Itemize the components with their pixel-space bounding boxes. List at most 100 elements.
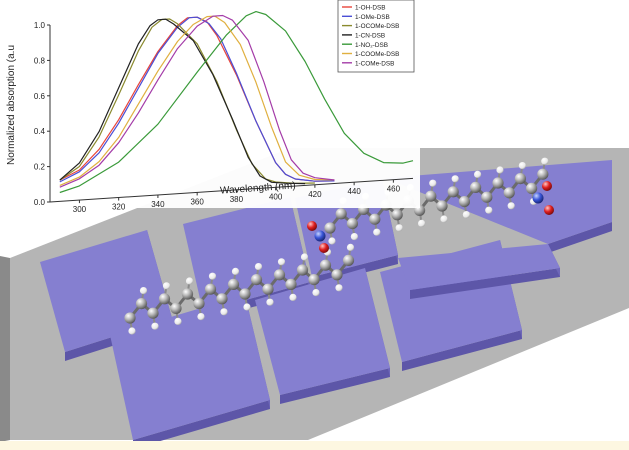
carbon-atom	[537, 168, 549, 180]
hydrogen-atom	[231, 267, 240, 275]
hydrogen-atom	[174, 317, 182, 325]
hydrogen-atom	[350, 233, 358, 241]
carbon-atom	[239, 288, 251, 300]
pad-side	[133, 400, 270, 449]
carbon-atom	[470, 181, 482, 193]
pad-side	[402, 330, 522, 371]
carbon-atom	[503, 187, 515, 199]
hydrogen-atom	[346, 243, 355, 251]
oxygen-atom	[544, 205, 554, 215]
x-tick-label: 340	[151, 200, 165, 209]
carbon-atom	[331, 269, 343, 281]
carbon-atom	[526, 182, 538, 194]
electrode-pad	[183, 197, 310, 312]
x-tick-label: 360	[190, 197, 204, 206]
x-tick-label: 440	[347, 187, 361, 196]
x-tick-label: 460	[387, 185, 401, 194]
x-tick-label: 300	[73, 205, 87, 214]
hydrogen-atom	[429, 179, 437, 187]
hydrogen-atom	[266, 298, 274, 306]
molecules	[124, 157, 554, 335]
electrode-pad	[40, 230, 172, 352]
legend-entry: 1-CN-DSB	[355, 33, 385, 40]
substrate-edge	[0, 256, 10, 442]
legend-box	[337, 0, 415, 73]
hydrogen-atom	[485, 206, 493, 214]
carbon-atom	[216, 293, 228, 305]
series-line	[59, 15, 335, 186]
hydrogen-atom	[440, 215, 448, 223]
electrode-pad	[385, 160, 612, 244]
y-axis-label: Normalized absorption (a.u	[6, 45, 17, 165]
y-tick-label: 0.8	[34, 56, 46, 65]
pad-side	[280, 368, 390, 404]
hydrogen-atom	[139, 287, 148, 295]
y-tick-label: 1.0	[34, 21, 46, 30]
carbon-atom	[170, 302, 182, 314]
hydrogen-atom	[289, 293, 297, 301]
hydrogen-atom	[220, 308, 228, 316]
hydrogen-atom	[507, 202, 515, 210]
hydrogen-atom	[462, 211, 470, 219]
series-line	[59, 14, 335, 188]
carbon-atom	[342, 254, 355, 266]
y-tick-label: 0.6	[34, 92, 46, 101]
legend-entry: 1-OH-DSB	[355, 5, 386, 12]
series-line	[59, 11, 414, 194]
carbon-atom	[447, 186, 459, 198]
electrode-pad	[255, 268, 390, 395]
x-tick-label: 380	[230, 195, 244, 204]
hydrogen-atom	[312, 289, 320, 297]
nitrogen-atom	[532, 192, 544, 204]
oxygen-atom	[542, 181, 552, 191]
carbon-atom	[436, 200, 448, 212]
carbon-atom	[346, 218, 358, 230]
carbon-atom	[324, 222, 336, 234]
legend-entry: 1-NO₂-DSB	[355, 42, 388, 49]
x-tick-label: 320	[112, 203, 126, 212]
carbon-atom	[147, 307, 159, 319]
carbon-atom	[308, 274, 320, 286]
absorption-chart: 300 320 340 360 380 400 420 440 460 0.0 0.2 0.4 0.6 0…	[6, 0, 420, 214]
carbon-atom	[369, 213, 381, 225]
hydrogen-atom	[162, 282, 171, 290]
carbon-atom	[514, 173, 527, 185]
hydrogen-atom	[328, 237, 336, 245]
carbon-atom	[335, 208, 347, 220]
oxygen-atom	[307, 221, 317, 231]
hydrogen-atom	[254, 263, 263, 271]
series-line	[59, 16, 335, 183]
x-tick-label: 420	[308, 190, 322, 199]
carbon-atom	[124, 312, 136, 324]
legend-entry: 1-OMe-DSB	[355, 14, 390, 21]
legend-entry: 1-COOMe-DSB	[355, 51, 399, 58]
electrode-pad	[398, 244, 560, 290]
carbon-atom	[296, 264, 309, 276]
x-axis-line	[49, 177, 414, 203]
carbon-atom	[273, 269, 286, 281]
hydrogen-atom	[151, 322, 159, 330]
carbon-atom	[262, 283, 274, 295]
carbon-atom	[181, 288, 194, 300]
series-line	[59, 18, 306, 185]
pad-side	[548, 222, 612, 253]
carbon-atom	[285, 278, 297, 290]
y-tick-label: 0.4	[34, 127, 46, 136]
hydrogen-atom	[451, 175, 459, 183]
carbon-atom	[227, 278, 240, 290]
hydrogen-atom	[300, 253, 309, 261]
hydrogen-atom	[541, 157, 549, 165]
hydrogen-atom	[208, 272, 217, 280]
y-tick-label: 0.2	[34, 163, 46, 172]
carbon-atom	[193, 298, 205, 310]
legend-entry: 1-COMe-DSB	[355, 60, 394, 67]
hydrogen-atom	[518, 162, 527, 170]
chart-series	[59, 11, 414, 194]
hydrogen-atom	[243, 303, 251, 311]
carbon-atom	[250, 274, 263, 286]
footer-strip	[0, 441, 629, 450]
electrode-pad	[110, 295, 270, 440]
hydrogen-atom	[474, 170, 482, 178]
series-line	[59, 18, 315, 184]
hydrogen-atom	[277, 258, 286, 266]
